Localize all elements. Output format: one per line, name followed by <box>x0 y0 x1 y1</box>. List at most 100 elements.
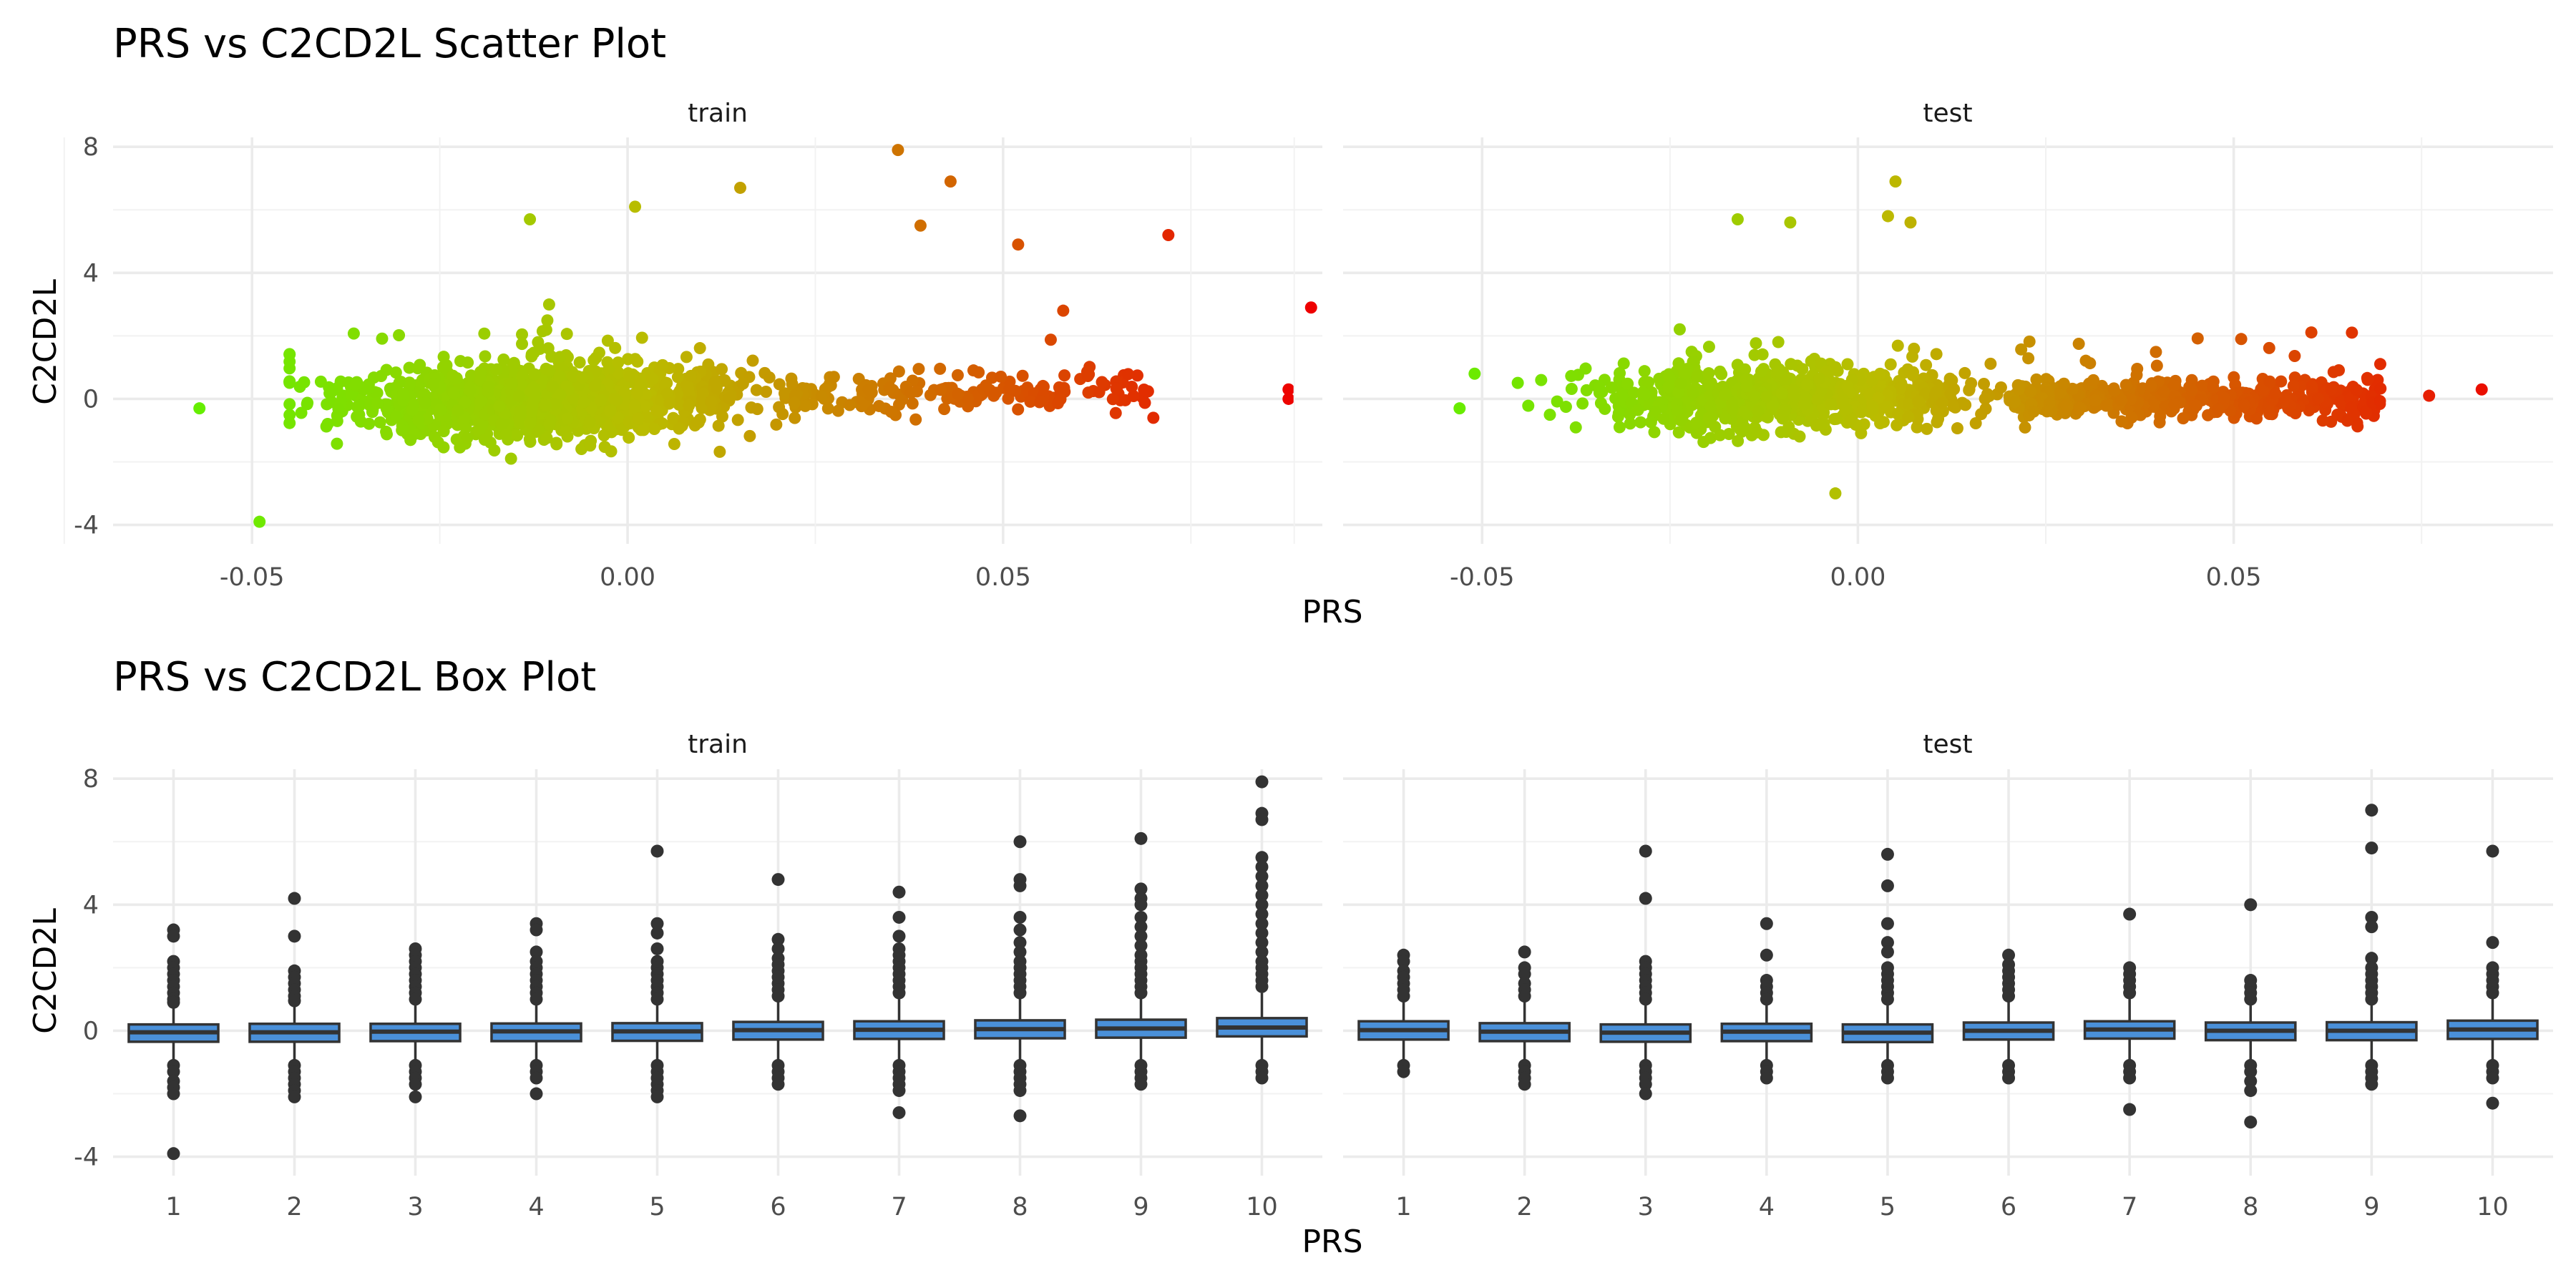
scatter-point <box>1757 429 1770 441</box>
scatter-point <box>1662 381 1675 394</box>
scatter-point <box>972 366 985 379</box>
scatter-point <box>505 377 518 390</box>
scatter-point <box>2250 412 2263 425</box>
scatter-point <box>1522 399 1535 412</box>
scatter-point <box>431 436 444 449</box>
box-outlier-point <box>1134 831 1148 845</box>
scatter-point <box>590 351 602 364</box>
scatter-point <box>1551 395 1563 408</box>
scatter-point <box>961 392 974 405</box>
scatter-point <box>1304 301 1317 314</box>
scatter-point <box>2343 392 2356 405</box>
box-outlier-point <box>1013 879 1027 892</box>
scatter-point <box>2351 420 2364 433</box>
scatter-point <box>2316 414 2329 427</box>
scatter-point <box>1012 403 1025 416</box>
box-outlier-point <box>1013 945 1027 959</box>
scatter-point <box>1969 416 1982 429</box>
scatter-point <box>524 416 537 429</box>
scatter-point <box>403 376 416 389</box>
scatter-point <box>2089 394 2102 407</box>
scatter-point <box>601 334 614 347</box>
scatter-point <box>892 365 905 378</box>
scatter-point <box>283 416 296 429</box>
scatter-point <box>1704 431 1717 444</box>
scatter-point <box>1058 381 1070 394</box>
scatter-point <box>419 396 431 409</box>
box-outlier-point <box>1760 1071 1773 1085</box>
scatter-point <box>584 439 597 452</box>
scatter-point <box>1110 382 1123 395</box>
scatter-point <box>1044 333 1057 346</box>
box-outlier-point <box>1397 955 1410 968</box>
box-outlier-point <box>288 1090 301 1103</box>
scatter-point <box>2130 369 2143 381</box>
scatter-point <box>528 368 541 381</box>
scatter-point <box>2341 414 2353 427</box>
box-train-category-3 <box>369 942 462 1103</box>
box-outlier-point <box>2486 844 2499 858</box>
scatter-point <box>622 353 635 366</box>
box-test-x-tick-label: 6 <box>2001 1193 2016 1221</box>
box-outlier-point <box>2244 1065 2258 1078</box>
scatter-point <box>1752 404 1765 417</box>
scatter-point <box>1785 358 1797 371</box>
scatter-point <box>743 429 756 442</box>
scatter-point <box>525 348 538 361</box>
scatter-point <box>2024 385 2037 398</box>
scatter-point <box>1722 428 1735 441</box>
scatter-point <box>2207 375 2220 388</box>
scatter-point <box>1890 419 1903 431</box>
scatter-point <box>1772 365 1785 378</box>
scatter-point <box>1932 412 1945 425</box>
scatter-point <box>1796 363 1809 376</box>
scatter-point <box>1815 418 1828 431</box>
scatter-point <box>1943 372 1956 385</box>
scatter-point <box>1920 358 1933 371</box>
scatter-point <box>1671 404 1684 417</box>
box-outlier-point <box>2486 1096 2499 1110</box>
box-outlier-point <box>1134 986 1148 1000</box>
scatter-point <box>623 431 635 444</box>
scatter-point <box>1800 391 1813 404</box>
scatter-point <box>1779 403 1792 416</box>
box-outlier-point <box>2365 804 2379 817</box>
box-outlier-point <box>1880 945 1894 959</box>
box-outlier-point <box>771 990 785 1003</box>
scatter-point <box>540 431 553 444</box>
scatter-point <box>540 323 552 336</box>
scatter-point <box>2009 396 2021 409</box>
scatter-point <box>637 424 650 436</box>
scatter-point <box>650 404 663 417</box>
box-outlier-point <box>892 885 906 899</box>
box-outlier-point <box>1134 1078 1148 1091</box>
box-outlier-point <box>1639 1078 1652 1091</box>
scatter-point <box>514 405 527 418</box>
scatter-point <box>1559 401 1572 414</box>
box-outlier-point <box>1880 917 1894 930</box>
scatter-point <box>628 399 641 412</box>
scatter-point <box>2115 415 2128 428</box>
box-outlier-point <box>1880 847 1894 861</box>
scatter-point <box>1131 369 1144 382</box>
box-outlier-point <box>167 1147 180 1161</box>
box-outlier-point <box>2486 986 2499 1000</box>
scatter-point <box>283 398 296 411</box>
scatter-point <box>760 386 773 399</box>
scatter-point <box>1775 426 1787 439</box>
scatter-point <box>631 386 644 399</box>
scatter-point <box>763 371 776 384</box>
scatter-point <box>301 398 313 411</box>
scatter-point <box>1709 421 1722 434</box>
scatter-point <box>1648 426 1661 439</box>
box-outlier-point <box>892 986 906 1000</box>
scatter-point <box>646 373 659 386</box>
scatter-point <box>2373 395 2386 408</box>
scatter-point <box>2305 326 2318 339</box>
box-outlier-point <box>1255 879 1269 892</box>
scatter-point <box>1627 386 1640 399</box>
scatter-point <box>612 366 625 379</box>
scatter-point <box>1866 400 1879 413</box>
box-test-x-tick-label: 4 <box>1759 1193 1775 1221</box>
scatter-point <box>1016 369 1029 382</box>
